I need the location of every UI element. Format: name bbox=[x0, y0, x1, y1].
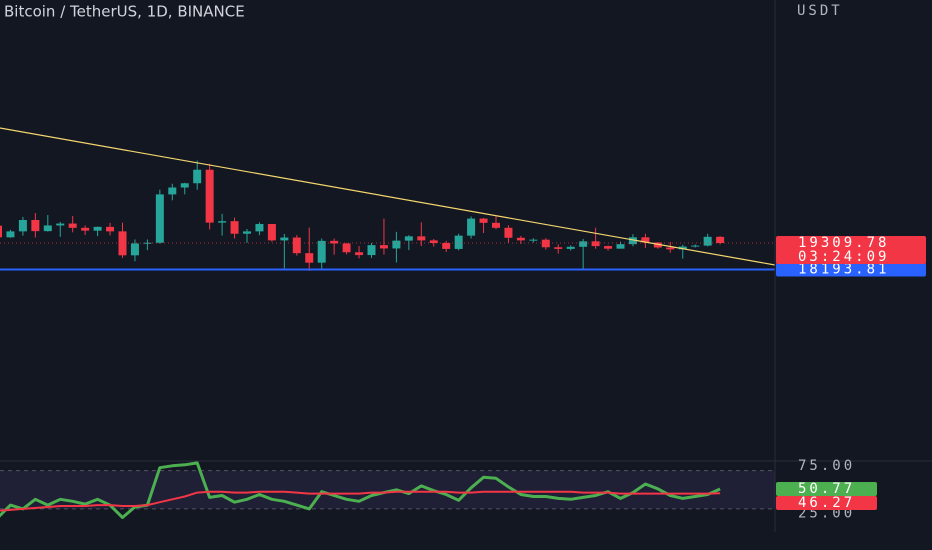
plot-area bbox=[0, 160, 775, 519]
candle-body bbox=[280, 237, 289, 241]
price-line-label-box bbox=[776, 262, 926, 277]
candle-body bbox=[716, 236, 725, 243]
candle-body bbox=[566, 246, 575, 249]
candle-body bbox=[106, 226, 115, 232]
trend-line bbox=[0, 127, 776, 266]
candle-body bbox=[330, 240, 339, 244]
candle-body bbox=[155, 194, 164, 243]
candle-body bbox=[168, 187, 177, 195]
rsi-value-label: 50.77 bbox=[798, 481, 855, 497]
rsi-line bbox=[0, 490, 721, 512]
currency-label: USDT bbox=[797, 3, 843, 19]
candle-body bbox=[653, 242, 662, 248]
candle-body bbox=[541, 239, 550, 248]
candle-body bbox=[267, 224, 276, 241]
candle-body bbox=[529, 239, 538, 241]
candle-body bbox=[6, 231, 15, 238]
candle-body bbox=[442, 242, 451, 249]
candle-body bbox=[504, 227, 513, 238]
candle-body bbox=[118, 231, 127, 256]
candle-body bbox=[31, 219, 40, 232]
candle-body bbox=[205, 169, 214, 223]
candle-body bbox=[342, 243, 351, 253]
candle-body bbox=[479, 218, 488, 223]
last-price-label: 19309.78 bbox=[798, 235, 889, 251]
candle-body bbox=[404, 236, 413, 241]
candle-body bbox=[218, 221, 227, 223]
candle-body bbox=[56, 223, 65, 226]
rsi-value-box bbox=[776, 482, 877, 497]
candle-body bbox=[579, 241, 588, 247]
candle-body bbox=[305, 253, 314, 263]
rsi-value-label: 46.27 bbox=[798, 495, 855, 511]
candle-body bbox=[18, 219, 27, 232]
rsi-line bbox=[0, 461, 721, 519]
candle-body bbox=[243, 231, 251, 234]
candle-body bbox=[255, 224, 264, 232]
candle-body bbox=[628, 237, 637, 245]
candle-body bbox=[317, 240, 326, 263]
candle-body bbox=[392, 240, 401, 249]
candle-body bbox=[355, 252, 364, 256]
candle-body bbox=[230, 221, 239, 234]
candle-body bbox=[0, 225, 2, 238]
candle-body bbox=[703, 236, 712, 246]
candle-body bbox=[641, 237, 650, 243]
candle-body bbox=[417, 236, 426, 241]
candle-body bbox=[616, 244, 625, 249]
candle-body bbox=[43, 225, 52, 232]
candle-body bbox=[130, 243, 139, 256]
candle-body bbox=[666, 247, 675, 250]
candle-body bbox=[492, 222, 500, 228]
candle-body bbox=[292, 237, 301, 254]
candle-body bbox=[604, 246, 613, 249]
candle-body bbox=[516, 237, 525, 241]
candle-body bbox=[554, 247, 563, 249]
rsi-band bbox=[0, 470, 775, 509]
candle-body bbox=[180, 183, 189, 188]
candle-body bbox=[193, 169, 202, 184]
rsi-value-box bbox=[776, 496, 877, 511]
candle-body bbox=[93, 226, 102, 231]
candle-body bbox=[591, 241, 600, 247]
y-tick-label: 75.00 bbox=[798, 458, 855, 474]
countdown-label: 03:24:09 bbox=[798, 249, 889, 265]
candle-body bbox=[68, 223, 77, 228]
candle-body bbox=[379, 245, 388, 249]
candle-body bbox=[81, 227, 90, 231]
candle-body bbox=[143, 242, 152, 244]
candle-body bbox=[429, 240, 438, 243]
grid bbox=[0, 470, 775, 510]
candle-body bbox=[367, 245, 376, 256]
chart-title: Bitcoin / TetherUS, 1D, BINANCE bbox=[4, 3, 245, 21]
candle-body bbox=[454, 235, 463, 249]
price-line-label: 18193.81 bbox=[798, 261, 889, 277]
candle-body bbox=[678, 246, 687, 250]
candle-body bbox=[691, 245, 700, 247]
candle-body bbox=[467, 218, 476, 236]
last-price-box bbox=[776, 235, 926, 264]
